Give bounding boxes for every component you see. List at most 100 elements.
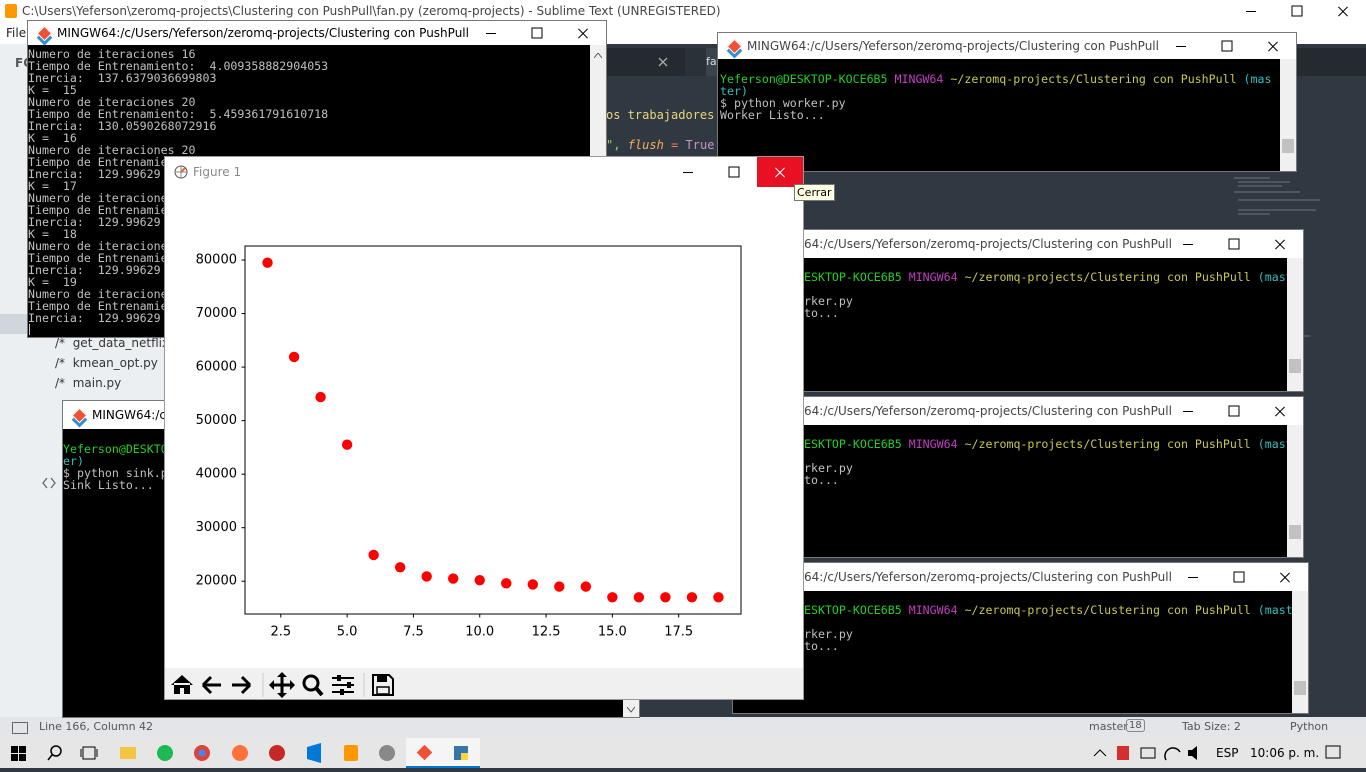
- maximize-button[interactable]: [1274, 0, 1320, 22]
- vscode-icon[interactable]: [307, 743, 321, 763]
- search-button[interactable]: [47, 745, 62, 761]
- scrollbar[interactable]: [1287, 425, 1303, 557]
- point: [288, 351, 300, 363]
- battery-icon[interactable]: [1140, 747, 1156, 759]
- maximize-button[interactable]: [514, 21, 560, 45]
- point: [368, 549, 379, 561]
- maximize-button[interactable]: [1204, 33, 1250, 59]
- app-icon[interactable]: [269, 745, 285, 761]
- terminal-line: Inercia: 129.99629: [28, 311, 161, 325]
- terminal-line: Numero de iteracione: [28, 191, 168, 205]
- tab-label: fa: [706, 55, 717, 68]
- menu-file[interactable]: File: [6, 26, 27, 40]
- prompt-branch: (mast: [1257, 437, 1293, 451]
- app-icon[interactable]: [379, 745, 395, 761]
- point: [474, 574, 485, 586]
- toolbar: [165, 668, 803, 699]
- zoom-button[interactable]: [302, 674, 324, 697]
- configure-button[interactable]: [332, 675, 354, 695]
- terminal-line: K = 18: [28, 227, 77, 241]
- point: [448, 573, 459, 584]
- point: [527, 579, 538, 590]
- terminal-line: Tiempo de Entrenamie: [28, 299, 168, 313]
- tab-size[interactable]: Tab Size: 2: [1182, 720, 1241, 733]
- x-tick-label: 12.5: [532, 625, 561, 640]
- file-item[interactable]: /* main.py: [55, 376, 121, 390]
- title-bar: C:\Users\Yeferson\zeromq-projects\Cluste…: [0, 0, 1366, 22]
- minimize-button[interactable]: [1165, 397, 1211, 425]
- title-bar: 64:/c/Users/Yeferson/zeromq-projects/Clu…: [733, 397, 1303, 425]
- input-language[interactable]: ESP: [1216, 746, 1239, 760]
- terminal-line: rker.py: [804, 294, 853, 308]
- window-title: MINGW64:/c/Users/Yeferson/zeromq-project…: [747, 39, 1159, 53]
- scrollbar[interactable]: [1280, 59, 1296, 171]
- window-title: 64:/c/Users/Yeferson/zeromq-projects/Clu…: [804, 570, 1172, 584]
- tab-close[interactable]: [658, 57, 668, 67]
- firefox-icon[interactable]: [232, 745, 248, 761]
- scrollbar[interactable]: [1287, 258, 1303, 391]
- point: [633, 592, 645, 603]
- tray-expand[interactable]: [1093, 749, 1107, 757]
- close-button[interactable]: [1262, 563, 1308, 591]
- terminal-window: 64:/c/Users/Yeferson/zeromq-projects/Clu…: [732, 562, 1309, 714]
- point: [607, 592, 618, 603]
- scroll-thumb[interactable]: [1289, 359, 1301, 373]
- explorer-icon[interactable]: [120, 747, 136, 759]
- save-button[interactable]: [372, 674, 394, 696]
- syntax[interactable]: Python: [1290, 720, 1329, 733]
- home-button[interactable]: [171, 675, 193, 694]
- point: [554, 581, 565, 592]
- terminal-line: Inercia: 130.0590268072916: [28, 119, 217, 133]
- clock[interactable]: 10:06 p. m.: [1250, 746, 1320, 760]
- spotify-icon[interactable]: [157, 745, 173, 761]
- prompt-shell: MINGW64: [908, 270, 958, 284]
- close-button[interactable]: [1250, 33, 1296, 59]
- chart: 20000 30000 40000 50000 60000 70000 80000 2.5 5.…: [196, 245, 742, 640]
- minimize-button[interactable]: [1170, 563, 1216, 591]
- start-button[interactable]: [11, 746, 26, 761]
- terminal-line: to...: [804, 639, 839, 653]
- scroll-arrow[interactable]: [627, 707, 635, 713]
- forward-button[interactable]: [232, 675, 252, 695]
- scroll-arrow[interactable]: [594, 53, 602, 59]
- close-button[interactable]: [1257, 397, 1303, 425]
- volume-icon[interactable]: [1188, 746, 1197, 760]
- scroll-thumb[interactable]: [1289, 525, 1301, 539]
- maximize-button[interactable]: [1211, 230, 1257, 258]
- scroll-thumb[interactable]: [1294, 681, 1306, 695]
- pan-button[interactable]: [269, 672, 295, 698]
- back-button[interactable]: [201, 675, 221, 695]
- maximize-button[interactable]: [1211, 397, 1257, 425]
- git-branch[interactable]: master: [1089, 720, 1128, 733]
- notification-icon[interactable]: [1325, 745, 1341, 759]
- minimize-button[interactable]: [1165, 230, 1211, 258]
- close-button[interactable]: [1257, 230, 1303, 258]
- close-button[interactable]: [757, 157, 803, 187]
- panel-icon[interactable]: [12, 722, 28, 734]
- task-view-button[interactable]: [80, 746, 98, 760]
- scrollbar[interactable]: [1292, 591, 1308, 713]
- close-button[interactable]: [1320, 0, 1366, 22]
- file-item[interactable]: /* kmean_opt.py: [55, 356, 158, 370]
- minimize-button[interactable]: [1158, 33, 1204, 59]
- y-tick-label: 30000: [196, 520, 237, 535]
- minimize-button[interactable]: [468, 21, 514, 45]
- wifi-icon[interactable]: [1164, 747, 1181, 761]
- active-indicator: [406, 766, 443, 768]
- window-title: Figure 1: [193, 165, 242, 179]
- maximize-button[interactable]: [1216, 563, 1262, 591]
- x-tick-label: 15.0: [598, 625, 627, 640]
- tray-icon[interactable]: [1117, 746, 1129, 760]
- x-tick-label: 7.5: [403, 625, 424, 640]
- scroll-thumb[interactable]: [1282, 139, 1294, 153]
- window-title: MINGW64:/c/Users/Yeferson/zeromq-project…: [57, 26, 469, 40]
- point: [421, 571, 432, 582]
- close-button[interactable]: [560, 21, 606, 45]
- cursor-position: Line 166, Column 42: [39, 720, 154, 733]
- code-line: os trabajadores: [606, 108, 715, 122]
- sublime-icon[interactable]: [344, 745, 358, 761]
- file-item[interactable]: /* get_data_netflix.p: [55, 336, 181, 350]
- code-icon: [42, 477, 56, 489]
- code-keyword: flush: [627, 138, 664, 152]
- minimize-button[interactable]: [1228, 0, 1274, 22]
